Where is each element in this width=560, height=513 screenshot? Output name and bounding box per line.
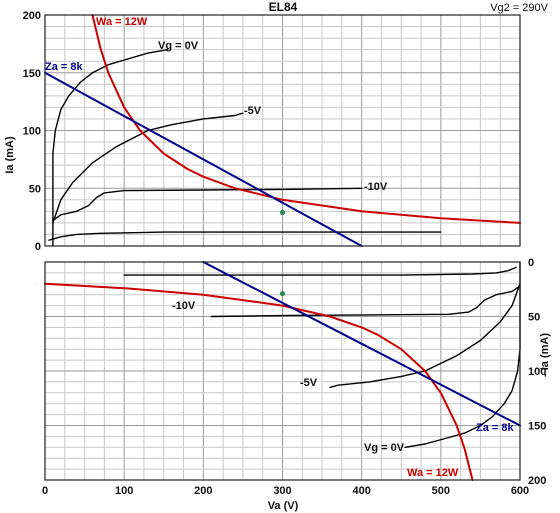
top-plot-grid: [44, 14, 521, 247]
top-series-wa-12w: [91, 14, 521, 224]
chart-title: EL84: [269, 0, 298, 14]
top-label-za: Za = 8k: [45, 61, 83, 73]
bottom-series-vg-0v: [404, 261, 521, 448]
bottom-series-5v: [329, 283, 521, 389]
top-plot-frame: [44, 14, 521, 247]
bottom-x-tick-label: 400: [352, 485, 370, 497]
bottom-operating-point: [279, 291, 286, 297]
bottom-y-tick-label: 200: [528, 475, 546, 487]
bottom-x-tick-label: 0: [42, 485, 48, 497]
bottom-x-tick-label: 100: [115, 485, 133, 497]
bottom-x-tick-label: 200: [194, 485, 212, 497]
top-y-tick-label: 50: [29, 183, 41, 195]
bottom-x-tick-label: 500: [432, 485, 450, 497]
top-y-tick-label: 100: [23, 126, 41, 138]
bottom-y-tick-label: 100: [528, 366, 546, 378]
bottom-y-tick-label: 50: [528, 312, 540, 324]
top-series-bottom-curve-3: [48, 231, 442, 241]
bottom-series-wa-12w: [44, 282, 474, 481]
top-y-tick-label: 200: [23, 10, 41, 22]
bottom-series-10v: [210, 285, 521, 318]
bottom-y-tick-label: 0: [528, 257, 534, 269]
top-operating-point: [279, 209, 286, 216]
top-label-wa: Wa = 12W: [96, 16, 148, 28]
top-label-vg0: Vg = 0V: [158, 40, 199, 52]
plot-frames: [44, 14, 521, 481]
top-label-minus5v: -5V: [244, 105, 262, 117]
top-y-tick-label: 150: [23, 68, 41, 80]
bottom-label-za: Za = 8k: [476, 422, 514, 434]
bottom-label-wa: Wa = 12W: [407, 467, 459, 479]
screen-voltage-note: Vg2 = 290V: [490, 2, 548, 14]
top-y-tick-label: 0: [35, 241, 41, 253]
bottom-x-tick-label: 600: [511, 485, 529, 497]
bottom-label-minus10v: -10V: [172, 300, 196, 312]
series-layer: [44, 14, 521, 481]
x-axis-label: Va (V): [268, 500, 299, 512]
bottom-y-tick-label: 150: [528, 421, 546, 433]
bottom-series-bottom-curve-3: [123, 266, 517, 276]
bottom-label-minus5v: -5V: [300, 377, 318, 389]
bottom-plot-frame: [44, 261, 521, 481]
top-label-minus10v: -10V: [364, 181, 388, 193]
y-axis-label-bottom: - Ia (mA): [539, 333, 551, 377]
bottom-label-vg0: Vg = 0V: [364, 442, 405, 454]
y-axis-label-top: Ia (mA): [4, 136, 16, 174]
top-series-za-8k: [44, 71, 363, 247]
tick-labels: 0 50 100 150 200 0 50 100 150 200 0 100 200 300 400 500…: [23, 10, 547, 497]
bottom-series-za-8k: [202, 261, 521, 427]
top-series-5v: [52, 112, 244, 224]
bottom-x-tick-label: 300: [273, 485, 291, 497]
top-series-vg-0v: [52, 49, 169, 247]
